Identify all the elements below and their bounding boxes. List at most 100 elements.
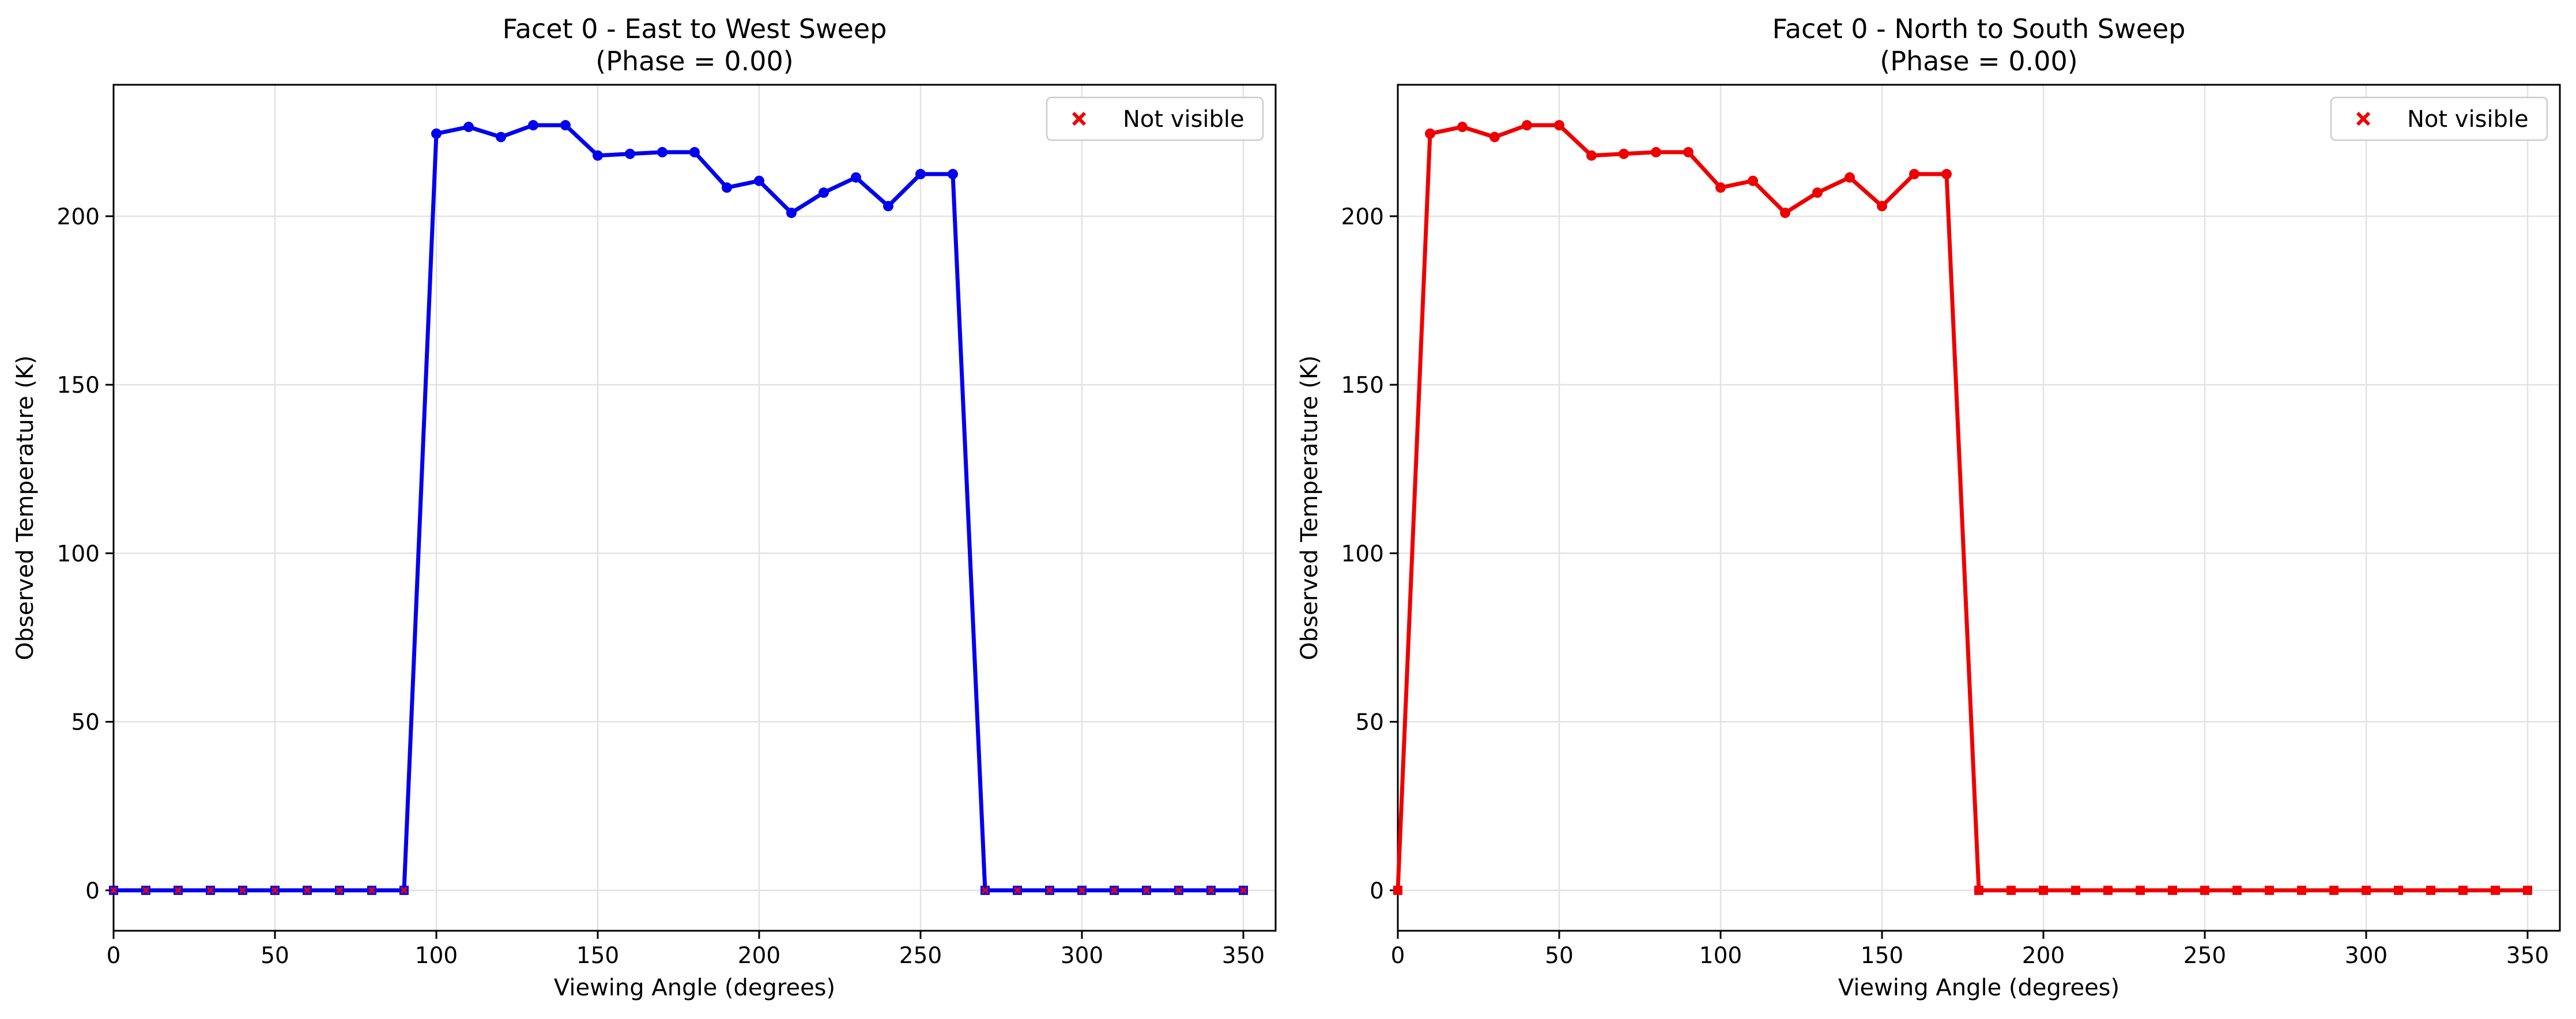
data-point <box>1715 182 1726 193</box>
not-visible-marker <box>2136 886 2144 894</box>
data-point <box>1877 201 1887 212</box>
chart-title: Facet 0 - East to West Sweep <box>503 13 887 44</box>
data-point <box>1748 175 1758 186</box>
data-point <box>1941 168 1952 179</box>
chart-title: Facet 0 - North to South Sweep <box>1772 13 2186 44</box>
x-tick-label: 100 <box>415 943 458 969</box>
not-visible-marker <box>1975 886 1983 894</box>
data-point <box>1586 150 1597 161</box>
chart-subtitle: (Phase = 0.00) <box>1880 46 2077 77</box>
not-visible-marker <box>1110 886 1118 894</box>
series-line <box>114 123 1243 893</box>
plot-frame <box>112 84 1277 932</box>
x-tick-label: 100 <box>1699 943 1742 969</box>
x-axis-label: Viewing Angle (degrees) <box>1838 975 2119 1001</box>
x-tick-label: 300 <box>2345 943 2388 969</box>
not-visible-marker <box>335 886 344 894</box>
x-tick-label: 350 <box>1222 943 1265 969</box>
data-point <box>593 150 603 161</box>
not-visible-marker <box>2491 886 2499 894</box>
legend-x-marker-icon <box>2356 111 2371 126</box>
not-visible-marker <box>142 886 150 894</box>
data-point <box>1812 187 1823 198</box>
x-tick-label: 0 <box>107 943 121 969</box>
plot-frame <box>1397 84 2561 932</box>
data-point <box>883 201 893 212</box>
not-visible-marker <box>303 886 311 894</box>
not-visible-marker <box>2298 886 2306 894</box>
legend-x-marker-icon <box>1072 111 1087 126</box>
data-point <box>625 148 635 159</box>
not-visible-marker <box>1078 886 1086 894</box>
chart-subtitle: (Phase = 0.00) <box>595 46 793 77</box>
legend-box <box>1046 96 1264 141</box>
legend-label: Not visible <box>1123 106 1244 133</box>
x-axis-label: Viewing Angle (degrees) <box>554 975 835 1001</box>
data-point <box>1651 146 1661 157</box>
y-tick-label: 0 <box>85 878 100 904</box>
x-tick-label: 300 <box>1061 943 1103 969</box>
data-point <box>689 146 700 157</box>
y-axis-label: Observed Temperature (K) <box>1296 355 1323 660</box>
y-tick-label: 200 <box>57 204 100 230</box>
chart-panel-0: 0 50 100 150 200 250 300 350 0 50 100 150 200 Facet 0… <box>12 13 1277 1001</box>
y-tick-label: 200 <box>1341 204 1384 230</box>
data-point <box>722 182 732 193</box>
not-visible-marker <box>2104 886 2112 894</box>
y-tick-label: 50 <box>71 710 100 736</box>
not-visible-marker <box>2459 886 2467 894</box>
not-visible-marker <box>2233 886 2241 894</box>
not-visible-marker <box>2362 886 2370 894</box>
not-visible-marker <box>2394 886 2402 894</box>
not-visible-marker <box>174 886 182 894</box>
y-tick-label: 150 <box>57 373 100 398</box>
data-point <box>1909 168 1919 179</box>
not-visible-marker <box>2168 886 2177 894</box>
not-visible-marker <box>2007 886 2015 894</box>
not-visible-marker <box>981 886 989 894</box>
series-line <box>1396 123 2528 893</box>
not-visible-marker <box>2524 886 2532 894</box>
legend-label: Not visible <box>2407 106 2529 133</box>
data-point <box>1619 148 1629 159</box>
x-tick-label: 150 <box>576 943 619 969</box>
data-point <box>1780 208 1790 219</box>
data-point <box>1522 120 1532 131</box>
x-tick-label: 150 <box>1861 943 1903 969</box>
not-visible-marker <box>271 886 279 894</box>
not-visible-marker <box>1394 886 1402 894</box>
data-point <box>786 208 797 219</box>
y-tick-label: 50 <box>1355 710 1384 736</box>
y-tick-label: 100 <box>57 541 100 567</box>
data-point <box>915 168 926 179</box>
x-tick-label: 350 <box>2506 943 2549 969</box>
x-tick-label: 250 <box>2183 943 2226 969</box>
data-point <box>528 120 538 131</box>
y-tick-label: 0 <box>1370 878 1384 904</box>
data-point <box>1845 172 1855 183</box>
x-tick-label: 200 <box>2022 943 2065 969</box>
not-visible-marker <box>2201 886 2209 894</box>
data-point <box>1683 146 1694 157</box>
data-point <box>1425 128 1435 139</box>
data-point <box>1554 120 1564 131</box>
legend-box <box>2330 96 2548 141</box>
chart-panel-1: 0 50 100 150 200 250 300 350 0 50 100 150 200 Facet 0… <box>1296 13 2561 1001</box>
data-point <box>1489 131 1500 142</box>
x-tick-label: 0 <box>1391 943 1405 969</box>
data-point <box>819 187 829 198</box>
not-visible-marker <box>2330 886 2338 894</box>
data-point <box>754 175 764 186</box>
x-tick-label: 50 <box>1545 943 1574 969</box>
not-visible-marker <box>1175 886 1183 894</box>
data-point <box>463 122 474 133</box>
not-visible-marker <box>1207 886 1215 894</box>
y-axis-label: Observed Temperature (K) <box>12 355 39 660</box>
not-visible-marker <box>1046 886 1054 894</box>
not-visible-marker <box>1013 886 1021 894</box>
x-tick-label: 250 <box>899 943 942 969</box>
not-visible-marker <box>2427 886 2435 894</box>
not-visible-marker <box>110 886 118 894</box>
not-visible-marker <box>2072 886 2080 894</box>
